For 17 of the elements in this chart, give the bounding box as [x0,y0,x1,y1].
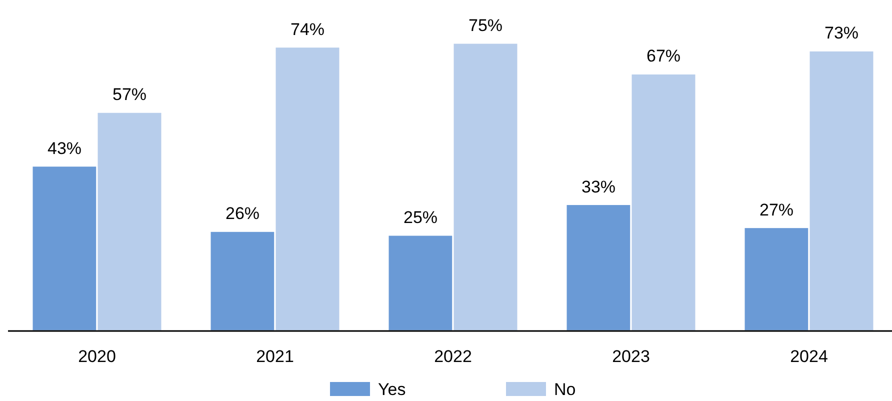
data-label: 67% [646,46,681,66]
x-tick-label: 2024 [790,347,828,366]
data-label: 27% [759,200,794,220]
x-tick-label: 2020 [78,347,116,366]
x-tick-label: 2021 [256,347,294,366]
data-label: 33% [581,177,616,196]
data-label: 26% [225,204,260,224]
legend-label: No [554,380,576,399]
x-tick-label: 2023 [612,347,650,366]
data-label: 25% [403,208,438,227]
data-label: 74% [290,20,325,39]
data-label: 57% [112,85,147,104]
legend-label: Yes [378,380,406,399]
x-tick-label: 2022 [434,347,472,366]
data-label: 73% [824,24,859,43]
data-label: 75% [468,16,503,35]
data-label: 43% [47,138,82,158]
